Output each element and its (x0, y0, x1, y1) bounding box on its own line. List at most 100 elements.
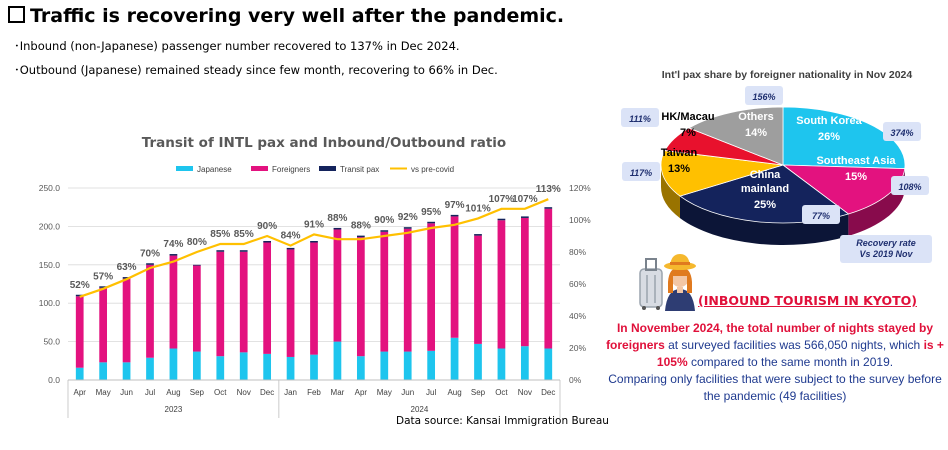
y-right-tick-label: 0% (569, 375, 582, 385)
pie-label: HK/Macau 7% (661, 111, 714, 139)
y-left-tick-label: 0.0 (48, 375, 60, 385)
pie-title: Int'l pax share by foreigner nationality… (662, 69, 913, 81)
bar-japanese (263, 353, 272, 380)
bar-transit-pax (192, 264, 201, 266)
x-tick-label: May (377, 388, 392, 397)
bar-foreigners (403, 228, 412, 352)
legend-label: Foreigners (272, 165, 310, 174)
legend-swatch (319, 166, 336, 171)
recovery-value: 111% (629, 114, 651, 124)
recovery-badge: 156% (745, 86, 783, 105)
bar-foreigners (239, 251, 248, 353)
pie-category-label: HK/Macau (661, 111, 714, 123)
page-title: Traffic is recovering very well after th… (8, 5, 564, 27)
year-label: 2023 (165, 405, 183, 414)
bar-foreigners (427, 223, 436, 351)
pie-label: South Korea 26% (796, 115, 862, 143)
x-tick-label: Apr (355, 388, 368, 397)
recovery-badge-bg (802, 205, 840, 224)
y-right-tick-label: 60% (569, 279, 586, 289)
bar-japanese (99, 362, 108, 380)
recovery-badge-bg (622, 162, 660, 181)
x-tick-label: Aug (447, 388, 461, 397)
bar-transit-pax (544, 207, 553, 209)
bar-japanese (544, 348, 553, 380)
x-tick-label: Jul (426, 388, 436, 397)
recovery-value: 77% (812, 211, 830, 221)
pie-category-label: South Korea (796, 115, 862, 127)
bar-foreigners (356, 237, 365, 357)
pie-value-label: 14% (745, 127, 767, 139)
bar-foreigners (216, 251, 225, 357)
x-tick-label: Nov (237, 388, 251, 397)
bar-transit-pax (474, 234, 482, 236)
pie-slice-side (661, 165, 680, 219)
y-right-tick-label: 80% (569, 247, 586, 257)
x-tick-label: Apr (73, 388, 86, 397)
recovery-badge-bg (745, 86, 783, 105)
bar-japanese (520, 346, 529, 380)
x-tick-label: Feb (307, 388, 321, 397)
bar-japanese (216, 356, 225, 380)
pie-category-label: mainland (741, 183, 789, 195)
data-label: 97% (445, 200, 465, 211)
data-label: 92% (398, 212, 418, 223)
bar-japanese (497, 348, 506, 380)
bar-japanese (169, 348, 178, 380)
data-label: 80% (187, 237, 207, 248)
y-left-tick-label: 50.0 (43, 337, 60, 347)
data-label: 90% (374, 215, 394, 226)
pie-value-label: 25% (754, 199, 776, 211)
y-right-tick-label: 40% (569, 311, 586, 321)
y-right-tick-label: 20% (569, 343, 586, 353)
line-vs-pre-covid (79, 198, 549, 298)
bar-foreigners (497, 220, 506, 349)
recovery-value: 374% (890, 128, 913, 138)
legend-label: Transit pax (340, 165, 379, 174)
data-label: 63% (117, 262, 137, 273)
bar-transit-pax (99, 286, 108, 288)
bar-transit-pax (333, 227, 342, 230)
data-label: 85% (234, 229, 254, 240)
x-tick-label: Nov (518, 388, 532, 397)
x-tick-label: Jan (284, 388, 297, 397)
bar-japanese (474, 343, 482, 380)
data-label: 70% (140, 248, 160, 259)
year-label: 2024 (411, 405, 429, 414)
bar-transit-pax (239, 250, 248, 252)
recovery-badge: 374% (883, 122, 921, 141)
recovery-value: 156% (752, 92, 775, 102)
recovery-badge-bg (883, 122, 921, 141)
bar-transit-pax (122, 277, 131, 279)
bar-transit-pax (497, 218, 506, 221)
bar-japanese (380, 351, 389, 380)
x-tick-label: Jul (145, 388, 155, 397)
data-label: 107% (512, 194, 538, 205)
legend-item-0: Japanese (176, 165, 232, 174)
data-label: 88% (327, 213, 347, 224)
bar-foreigners (146, 264, 154, 358)
bullet-inbound: ･Inbound (non-Japanese) passenger number… (14, 39, 460, 53)
bar-foreigners (380, 231, 389, 352)
data-label: 95% (421, 207, 441, 218)
bar-transit-pax (263, 240, 272, 243)
bar-transit-pax (520, 216, 529, 218)
bar-japanese (239, 352, 248, 380)
pie-label: Southeast Asia 15% (816, 155, 896, 183)
pie-value-label: 26% (818, 131, 840, 143)
legend-label: Japanese (197, 165, 232, 174)
chart-title: Transit of INTL pax and Inbound/Outbound… (142, 135, 506, 151)
recovery-note-text: Vs 2019 Nov (859, 249, 913, 259)
bar-japanese (450, 337, 459, 380)
bar-foreigners (192, 265, 201, 352)
pie-label: China mainland 25% (741, 169, 789, 211)
recovery-badge: 111% (621, 108, 659, 127)
pie-value-label: 15% (845, 171, 867, 183)
x-tick-label: Oct (214, 388, 227, 397)
bar-foreigners (122, 278, 131, 363)
bar-transit-pax (310, 240, 318, 243)
legend-label: vs pre-covid (411, 165, 454, 174)
data-label: 113% (536, 184, 561, 195)
bar-foreigners (286, 249, 295, 357)
bar-transit-pax (403, 227, 412, 229)
